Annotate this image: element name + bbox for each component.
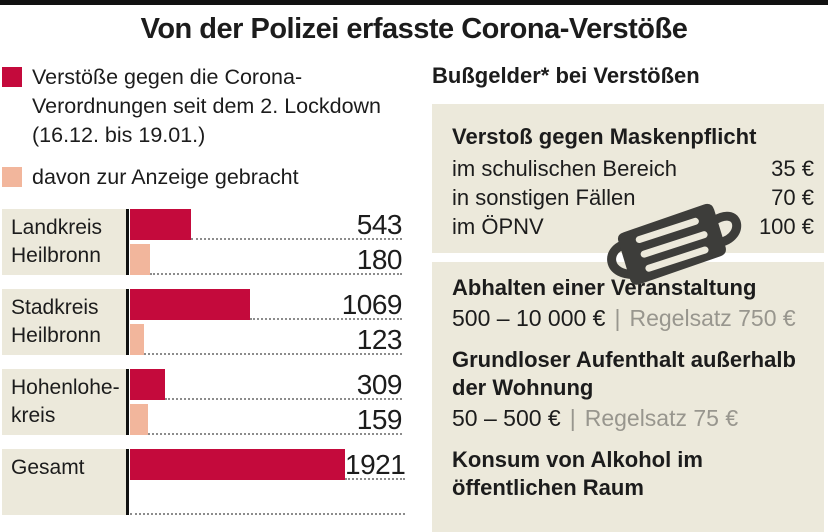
legend-label-reported: davon zur Anzeige gebracht <box>32 165 299 189</box>
fine-row-public-transport: im ÖPNV 100 € <box>452 212 814 241</box>
fines-section: Bußgelder* bei Verstößen Verstoß gegen M… <box>432 63 824 532</box>
fine-price: 35 € <box>771 156 814 181</box>
category-label-line1: Landkreis <box>11 216 103 239</box>
fines-heading: Bußgelder* bei Verstößen <box>432 63 700 88</box>
value-reported: 159 <box>356 404 403 435</box>
bars: 1921 <box>126 449 406 515</box>
fine-entry-title: Konsum von Alkohol im öffentlichen Raum <box>452 447 703 500</box>
chart-section: Verstöße gegen die Corona-Verordnungen s… <box>2 63 406 529</box>
bar-total <box>130 369 165 400</box>
category-label: Stadkreis Heilbronn <box>2 289 126 355</box>
bar-line-reported <box>130 484 406 515</box>
bar-chart: Landkreis Heilbronn 543 180 <box>2 209 406 515</box>
bars: 1069 123 <box>126 289 403 355</box>
bar-line-reported: 180 <box>130 244 403 275</box>
bar-line-reported: 159 <box>130 404 403 435</box>
value-reported: 123 <box>356 324 403 355</box>
fine-range: 50 – 500 € <box>452 405 561 431</box>
legend-label-total: Verstöße gegen die Corona-Verordnungen s… <box>32 65 382 147</box>
bar-total <box>130 449 345 480</box>
bar-total <box>130 289 250 320</box>
dotted-leader: 309 <box>165 369 403 400</box>
mask-panel-title: Verstoß gegen Maskenpflicht <box>452 124 757 149</box>
value-total: 1069 <box>341 289 403 320</box>
bar-line-total: 1921 <box>130 449 406 480</box>
fine-entry-title: Abhalten einer Veranstaltung <box>452 275 757 300</box>
fine-entry-prices: 500 – 10 000 € | Regelsatz 750 € <box>452 303 814 333</box>
legend-swatch-reported <box>2 167 22 187</box>
mask-fines-panel: Verstoß gegen Maskenpflicht im schulisch… <box>432 104 824 253</box>
dotted-leader: 159 <box>148 404 403 435</box>
value-reported: 180 <box>356 244 403 275</box>
top-rule <box>0 0 828 5</box>
category-label: Landkreis Heilbronn <box>2 209 126 275</box>
bar-reported <box>130 244 150 275</box>
bars: 543 180 <box>126 209 403 275</box>
fine-regular-rate: Regelsatz 750 € <box>629 305 796 331</box>
dotted-leader: 1921 <box>345 449 406 480</box>
category-label-line2: Heilbronn <box>11 244 101 267</box>
legend-item-reported: davon zur Anzeige gebracht <box>2 163 382 192</box>
bar-reported <box>130 404 148 435</box>
dotted-leader: 123 <box>144 324 403 355</box>
category-label-line1: Hohenlohe- <box>11 376 120 399</box>
fine-label: im schulischen Bereich <box>452 156 677 181</box>
chart-row-stadkreis-heilbronn: Stadkreis Heilbronn 1069 123 <box>2 289 403 355</box>
dotted-leader <box>130 484 406 515</box>
category-label: Gesamt <box>2 449 126 515</box>
bar-reported <box>130 324 144 355</box>
category-label: Hohenlohe- kreis <box>2 369 126 435</box>
bar-line-reported: 123 <box>130 324 403 355</box>
fine-entry-prices: 50 – 500 € | Regelsatz 75 € <box>452 403 814 433</box>
fine-entry-title: Grundloser Aufenthalt außerhalb der Wohn… <box>452 347 796 400</box>
category-label-line2: Heilbronn <box>11 324 101 347</box>
category-label-line1: Stadkreis <box>11 296 99 319</box>
face-mask-icon <box>607 203 742 285</box>
page-title: Von der Polizei erfasste Corona-Verstöße <box>140 13 688 45</box>
category-label-line2: kreis <box>11 404 56 427</box>
dotted-leader: 1069 <box>250 289 403 320</box>
bar-line-total: 543 <box>130 209 403 240</box>
value-total: 543 <box>356 209 403 240</box>
fine-row-other-cases: in sonstigen Fällen 70 € <box>452 183 814 212</box>
separator: | <box>569 405 576 431</box>
bar-line-total: 1069 <box>130 289 403 320</box>
bar-line-total: 309 <box>130 369 403 400</box>
fine-label: im ÖPNV <box>452 214 544 239</box>
dotted-leader: 543 <box>191 209 403 240</box>
bars: 309 159 <box>126 369 403 435</box>
category-label-line1: Gesamt <box>11 456 85 479</box>
bar-total <box>130 209 191 240</box>
fine-label: in sonstigen Fällen <box>452 185 636 210</box>
separator: | <box>614 305 621 331</box>
value-total: 309 <box>356 369 403 400</box>
fine-row-school: im schulischen Bereich 35 € <box>452 154 814 183</box>
dotted-leader: 180 <box>150 244 403 275</box>
chart-row-landkreis-heilbronn: Landkreis Heilbronn 543 180 <box>2 209 403 275</box>
other-fines-panel: Abhalten einer Veranstaltung 500 – 10 00… <box>432 262 824 532</box>
value-total: 1921 <box>345 449 406 480</box>
fine-price: 100 € <box>758 214 814 239</box>
legend-swatch-total <box>2 67 22 87</box>
fine-price: 70 € <box>771 185 814 210</box>
chart-row-gesamt: Gesamt 1921 <box>2 449 406 515</box>
fine-range: 500 – 10 000 € <box>452 305 606 331</box>
chart-row-hohenlohekreis: Hohenlohe- kreis 309 159 <box>2 369 403 435</box>
legend-item-total: Verstöße gegen die Corona-Verordnungen s… <box>2 63 382 150</box>
fine-regular-rate: Regelsatz 75 € <box>584 405 739 431</box>
